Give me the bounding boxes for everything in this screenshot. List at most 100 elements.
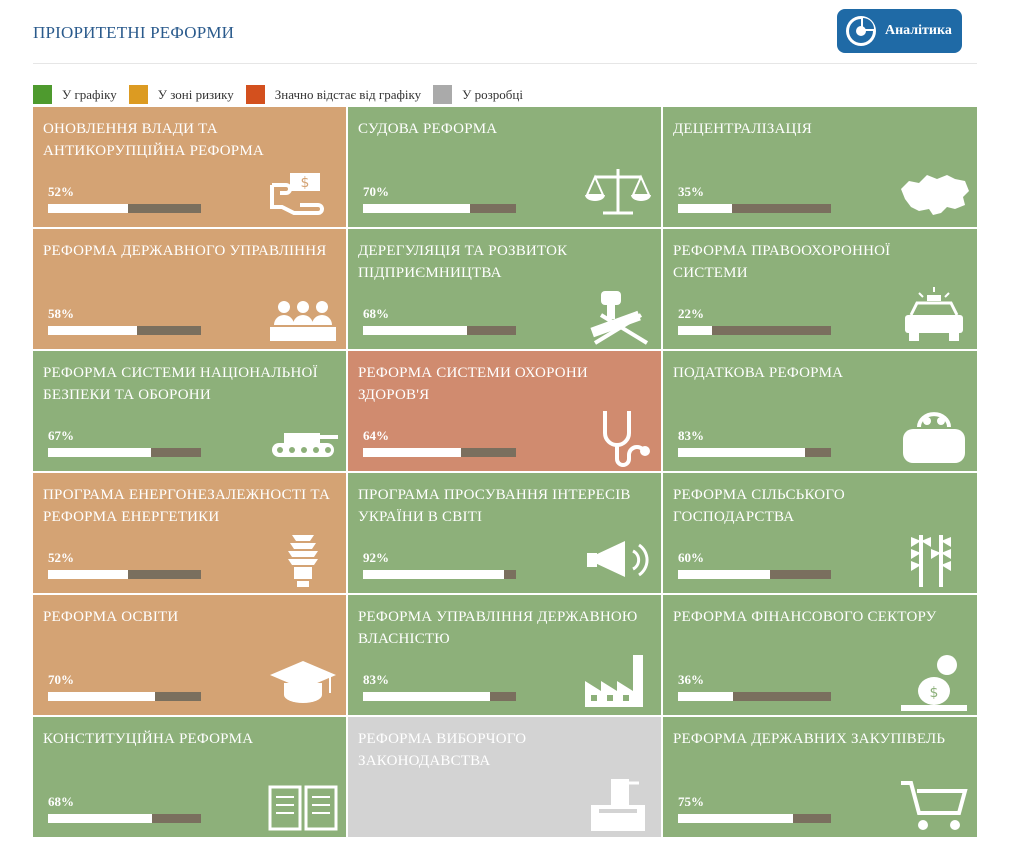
progress-fill bbox=[678, 814, 793, 823]
progress-percent: 22% bbox=[678, 306, 704, 321]
progress-percent: 83% bbox=[678, 428, 704, 443]
legend-swatch bbox=[433, 85, 453, 104]
progress-bar bbox=[48, 692, 201, 701]
coins-icon: $ bbox=[897, 651, 971, 711]
page-title: ПРІОРИТЕТНІ РЕФОРМИ bbox=[33, 23, 235, 42]
reform-name: Судова реформа bbox=[358, 121, 498, 137]
progress-fill bbox=[678, 570, 770, 579]
progress-percent: 52% bbox=[48, 550, 74, 565]
legend-item-in-development: У розробці bbox=[433, 85, 523, 104]
reform-tile[interactable]: Реформа освіти 70% bbox=[33, 595, 346, 715]
wheat-icon bbox=[897, 529, 971, 589]
reform-tile[interactable]: Реформа системи охорони здоров'я 64% bbox=[348, 351, 661, 471]
reform-tile[interactable]: Реформа системи національної безпеки та … bbox=[33, 351, 346, 471]
progress-fill bbox=[48, 448, 151, 457]
progress-bar bbox=[48, 326, 201, 335]
progress-bar bbox=[678, 570, 831, 579]
progress-bar bbox=[48, 448, 201, 457]
progress-percent: 36% bbox=[678, 672, 704, 687]
progress-bar bbox=[678, 448, 831, 457]
purse-icon bbox=[897, 407, 971, 467]
money-hand-icon: $ bbox=[266, 163, 340, 223]
book-icon bbox=[266, 773, 340, 833]
legend-item-risk-zone: У зоні ризику bbox=[128, 85, 234, 104]
progress-bar bbox=[678, 692, 831, 701]
megaphone-icon bbox=[581, 529, 655, 589]
progress-percent: 75% bbox=[678, 794, 704, 809]
progress-percent: 68% bbox=[48, 794, 74, 809]
ukraine-map-icon bbox=[897, 163, 971, 223]
progress-bar bbox=[48, 204, 201, 213]
reform-name: Реформа системи охорони здоров'я bbox=[358, 365, 588, 403]
progress-fill bbox=[363, 204, 471, 213]
progress-fill bbox=[678, 448, 805, 457]
reforms-grid: Оновлення влади та антикорупційна реформ… bbox=[33, 107, 977, 837]
tank-icon bbox=[266, 407, 340, 467]
progress-percent: 67% bbox=[48, 428, 74, 443]
progress-percent: 58% bbox=[48, 306, 74, 321]
reform-name: Дерегуляція та розвиток підприємництва bbox=[358, 243, 568, 281]
officials-icon bbox=[266, 285, 340, 345]
progress-fill bbox=[48, 570, 128, 579]
reform-name: Програма просування інтересів України в … bbox=[358, 487, 631, 525]
reform-name: Реформа виборчого законодавства bbox=[358, 731, 527, 769]
reform-tile[interactable]: Реформа виборчого законодавства bbox=[348, 717, 661, 837]
shopping-cart-icon bbox=[897, 773, 971, 833]
reform-tile[interactable]: Реформа фінансового сектору 36% $ bbox=[663, 595, 977, 715]
progress-bar bbox=[678, 204, 831, 213]
reform-tile[interactable]: Програма просування інтересів України в … bbox=[348, 473, 661, 593]
reform-name: Конституційна реформа bbox=[43, 731, 254, 747]
reform-name: Оновлення влади та антикорупційна реформ… bbox=[43, 121, 264, 159]
reform-name: Реформа освіти bbox=[43, 609, 179, 625]
reform-tile[interactable]: Децентралізація 35% bbox=[663, 107, 977, 227]
reform-tile[interactable]: Дерегуляція та розвиток підприємництва 68… bbox=[348, 229, 661, 349]
scales-icon bbox=[581, 163, 655, 223]
graduation-cap-icon bbox=[266, 651, 340, 711]
progress-percent: 68% bbox=[363, 306, 389, 321]
reform-tile[interactable]: Реформа правоохоронної системи 22% bbox=[663, 229, 977, 349]
analytics-button[interactable]: Аналітика bbox=[837, 9, 962, 53]
progress-fill bbox=[678, 326, 712, 335]
reform-tile[interactable]: Реформа державного управління 58% bbox=[33, 229, 346, 349]
reform-tile[interactable]: Реформа управління державною власністю 83… bbox=[348, 595, 661, 715]
ballot-box-icon bbox=[581, 773, 655, 833]
progress-percent: 60% bbox=[678, 550, 704, 565]
progress-percent: 35% bbox=[678, 184, 704, 199]
svg-text:$: $ bbox=[301, 175, 310, 191]
analytics-button-label: Аналітика bbox=[885, 23, 952, 38]
progress-percent: 70% bbox=[363, 184, 389, 199]
pie-chart-icon bbox=[845, 15, 877, 47]
reform-name: Реформа управління державною власністю bbox=[358, 609, 638, 647]
progress-fill bbox=[48, 326, 137, 335]
stamp-icon bbox=[581, 285, 655, 345]
reform-tile[interactable]: Реформа сільського господарства 60% bbox=[663, 473, 977, 593]
progress-fill bbox=[678, 692, 734, 701]
reform-tile[interactable]: Податкова реформа 83% bbox=[663, 351, 977, 471]
legend-item-on-schedule: У графіку bbox=[33, 85, 117, 104]
reform-name: Програма енергонезалежності та реформа е… bbox=[43, 487, 330, 525]
legend-swatch bbox=[245, 85, 265, 104]
reform-name: Реформа системи національної безпеки та … bbox=[43, 365, 318, 403]
reform-name: Реформа фінансового сектору bbox=[673, 609, 937, 625]
reform-tile[interactable]: Судова реформа 70% bbox=[348, 107, 661, 227]
progress-bar bbox=[48, 570, 201, 579]
progress-percent: 70% bbox=[48, 672, 74, 687]
progress-percent: 92% bbox=[363, 550, 389, 565]
progress-bar bbox=[363, 326, 516, 335]
reform-tile[interactable]: Конституційна реформа 68% bbox=[33, 717, 346, 837]
progress-fill bbox=[678, 204, 732, 213]
progress-bar bbox=[48, 814, 201, 823]
reform-tile[interactable]: Оновлення влади та антикорупційна реформ… bbox=[33, 107, 346, 227]
reform-name: Реформа державних закупівель bbox=[673, 731, 946, 747]
factory-icon bbox=[581, 651, 655, 711]
reform-name: Реформа правоохоронної системи bbox=[673, 243, 891, 281]
progress-fill bbox=[48, 692, 156, 701]
legend-swatch bbox=[128, 85, 148, 104]
header-divider bbox=[33, 63, 977, 64]
progress-bar bbox=[678, 814, 831, 823]
reform-tile[interactable]: Реформа державних закупівель 75% bbox=[663, 717, 977, 837]
police-car-icon bbox=[897, 285, 971, 345]
legend-swatch bbox=[33, 85, 52, 104]
reform-tile[interactable]: Програма енергонезалежності та реформа е… bbox=[33, 473, 346, 593]
progress-bar bbox=[363, 204, 516, 213]
